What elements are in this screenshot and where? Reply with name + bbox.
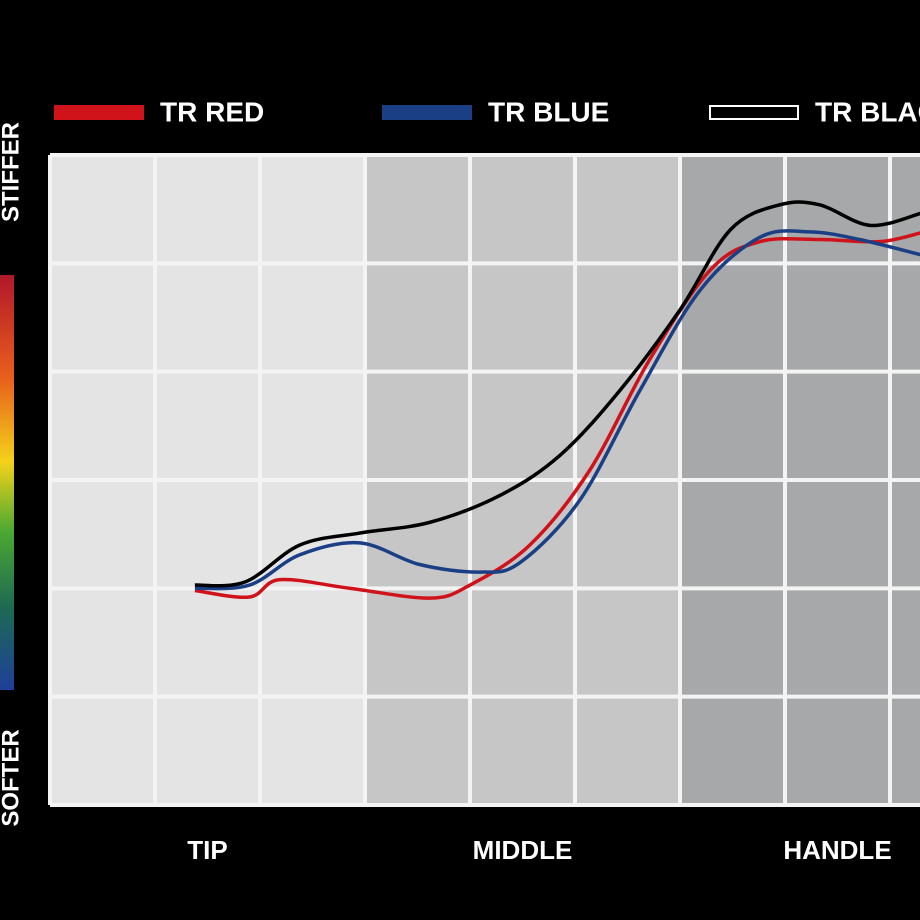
stiffer-label: STIFFER [0, 122, 24, 222]
series-line [194, 200, 920, 588]
x-category-label: TIP [187, 835, 227, 865]
x-category-label: HANDLE [783, 835, 891, 865]
softer-label: SOFTER [0, 729, 24, 826]
legend-swatch [709, 105, 799, 120]
legend-label: TR BLACK [815, 96, 920, 127]
stiffness-gradient [0, 275, 14, 690]
legend-label: TR BLUE [488, 96, 609, 127]
series-line [194, 229, 920, 591]
legend-swatch [382, 105, 472, 120]
x-category-label: MIDDLE [473, 835, 573, 865]
legend-label: TR RED [160, 96, 264, 127]
series-line [194, 231, 920, 600]
legend-swatch [54, 105, 144, 120]
